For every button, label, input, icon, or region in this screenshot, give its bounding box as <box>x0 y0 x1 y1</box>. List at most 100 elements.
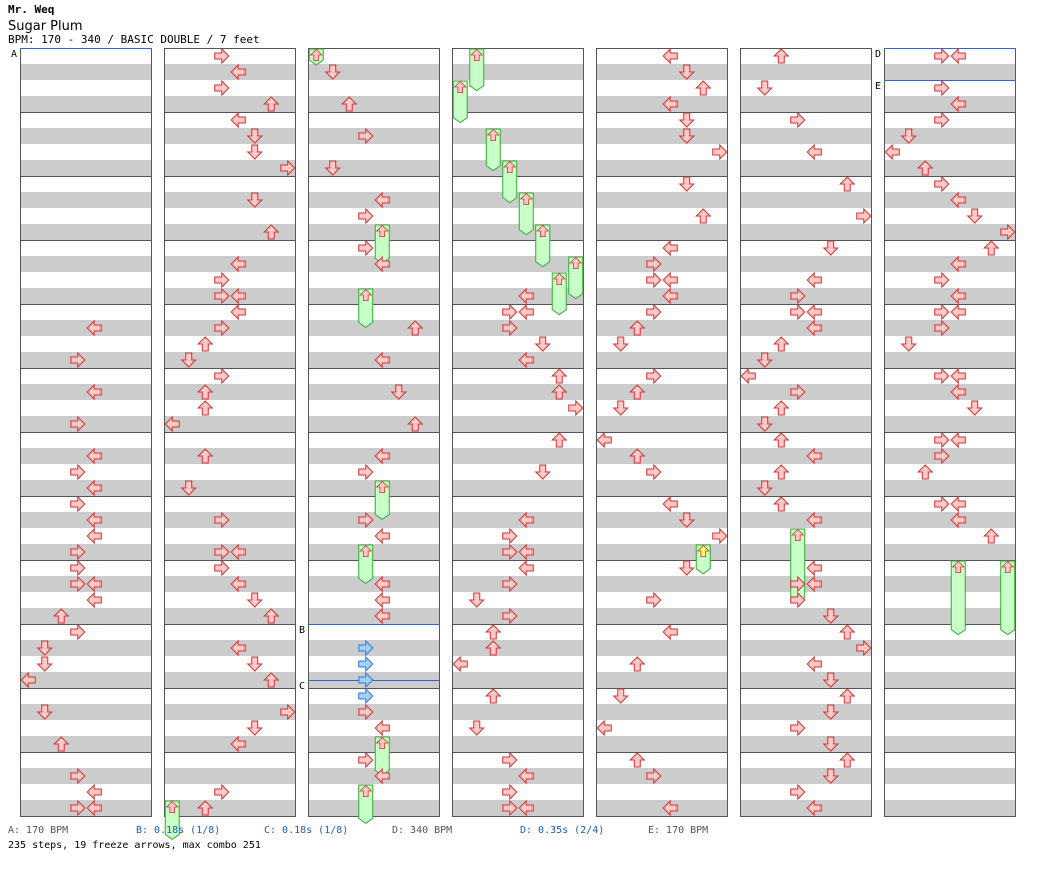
step-arrow <box>246 592 263 608</box>
step-arrow <box>374 527 390 545</box>
beat-band <box>164 672 296 688</box>
step-arrow <box>407 320 424 336</box>
step-arrow <box>662 271 678 289</box>
beat-band <box>452 416 584 432</box>
beat-band <box>884 640 1016 656</box>
beat-band <box>452 224 584 240</box>
column-border <box>596 48 728 817</box>
beat-band <box>20 448 152 464</box>
step-arrow <box>662 47 678 65</box>
step-arrow <box>53 608 70 624</box>
beat-band <box>308 128 440 144</box>
step-arrow <box>806 319 822 337</box>
beat-band <box>452 448 584 464</box>
step-arrow <box>646 367 662 385</box>
step-arrow <box>390 384 407 400</box>
step-arrow <box>502 527 518 545</box>
beat-band <box>164 128 296 144</box>
freeze-head <box>1001 560 1015 574</box>
step-arrow <box>70 575 86 593</box>
freeze-arrow <box>535 224 551 268</box>
step-arrow <box>678 176 695 192</box>
step-arrow <box>806 799 822 817</box>
step-arrow <box>662 495 678 513</box>
beat-band <box>740 96 872 112</box>
freeze-head <box>569 256 583 270</box>
step-arrow <box>806 143 822 161</box>
step-arrow <box>214 367 230 385</box>
beat-band <box>452 320 584 336</box>
beat-band <box>452 384 584 400</box>
step-arrow <box>756 416 773 432</box>
beat-band <box>164 384 296 400</box>
freeze-body <box>535 224 551 268</box>
freeze-arrow <box>485 128 501 172</box>
step-arrow <box>629 752 646 768</box>
freeze-arrow <box>358 544 374 585</box>
beat-band <box>740 224 872 240</box>
beat-band <box>308 64 440 80</box>
freeze-arrow <box>568 256 584 300</box>
step-arrow <box>822 736 839 752</box>
step-arrow <box>646 255 662 273</box>
step-arrow <box>950 431 966 449</box>
beat-band <box>20 576 152 592</box>
step-arrow <box>324 64 341 80</box>
beat-band <box>308 608 440 624</box>
beat-band <box>20 800 152 816</box>
step-arrow <box>678 512 695 528</box>
step-arrow <box>280 159 296 177</box>
chart-column <box>20 48 152 817</box>
beat-band <box>164 800 296 816</box>
step-arrow <box>695 208 712 224</box>
beat-band <box>596 288 728 304</box>
step-arrow <box>70 415 86 433</box>
beat-band <box>308 704 440 720</box>
beat-band <box>164 256 296 272</box>
step-arrow <box>934 111 950 129</box>
freeze-head <box>309 48 323 62</box>
beat-band <box>20 768 152 784</box>
step-arrow <box>70 543 86 561</box>
beat-band <box>164 320 296 336</box>
beat-band <box>308 768 440 784</box>
step-arrow <box>983 240 1000 256</box>
beat-band <box>596 512 728 528</box>
song-title: Sugar Plum <box>8 19 83 34</box>
beat-band <box>308 256 440 272</box>
step-arrow <box>934 319 950 337</box>
beat-band <box>20 512 152 528</box>
step-arrow <box>790 383 806 401</box>
step-arrow <box>756 480 773 496</box>
freeze-head <box>359 784 373 798</box>
beat-band <box>596 160 728 176</box>
step-arrow <box>934 79 950 97</box>
step-arrow <box>86 319 102 337</box>
step-arrow <box>164 415 180 433</box>
freeze-body <box>469 48 485 92</box>
step-arrow <box>551 432 568 448</box>
beat-band <box>20 704 152 720</box>
step-arrow <box>534 336 551 352</box>
freeze-head <box>552 272 566 286</box>
step-arrow <box>518 511 534 529</box>
freeze-head <box>951 560 965 574</box>
step-arrow <box>263 96 280 112</box>
step-arrow <box>822 608 839 624</box>
beat-band <box>596 640 728 656</box>
step-arrow <box>806 271 822 289</box>
beat-band <box>740 64 872 80</box>
beat-band <box>452 736 584 752</box>
beat-band <box>164 544 296 560</box>
step-arrow <box>502 799 518 817</box>
beat-band <box>452 480 584 496</box>
freeze-arrow <box>950 560 966 636</box>
beat-band <box>20 128 152 144</box>
beat-band <box>596 704 728 720</box>
beat-band <box>452 544 584 560</box>
step-arrow <box>934 447 950 465</box>
step-arrow <box>246 656 263 672</box>
step-arrow <box>246 144 263 160</box>
freeze-head <box>375 736 389 750</box>
beat-band <box>452 288 584 304</box>
